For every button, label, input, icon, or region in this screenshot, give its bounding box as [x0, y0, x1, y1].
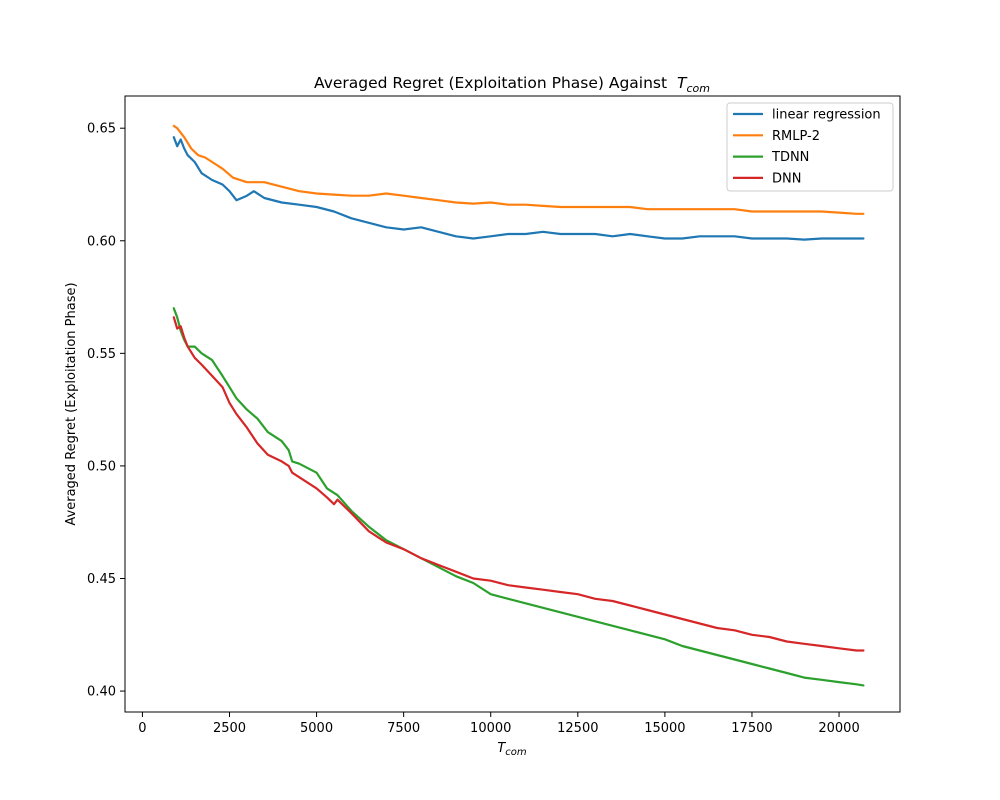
x-tick-label: 10000 [470, 721, 511, 736]
y-tick-label: 0.50 [87, 459, 116, 474]
legend-label-tdnn: TDNN [771, 150, 809, 165]
y-tick-label: 0.40 [87, 685, 116, 700]
series-line-dnn [172, 316, 865, 652]
legend-box [726, 102, 894, 192]
series-line-rmlp-2 [172, 124, 865, 215]
series-line-linear-regression [172, 136, 865, 241]
legend: linear regression RMLP-2 TDNN DNN [726, 102, 894, 192]
y-axis-title: Averaged Regret (Exploitation Phase) [64, 282, 79, 525]
x-tick-label: 0 [138, 721, 146, 736]
y-tick-label: 0.60 [87, 234, 116, 249]
plot-area [124, 95, 901, 713]
x-tick-label: 7500 [387, 721, 420, 736]
x-axis: 0 2500 5000 7500 10000 12500 15000 17500 20000 [138, 712, 860, 736]
legend-label-rmlp-2: RMLP-2 [772, 129, 820, 144]
series-layer [172, 124, 865, 687]
y-tick-label: 0.45 [87, 572, 116, 587]
x-tick-label: 12500 [557, 721, 598, 736]
y-tick-label: 0.65 [87, 122, 116, 137]
x-axis-title: Tcom [497, 741, 527, 758]
x-tick-label: 15000 [644, 721, 685, 736]
plot-frame [124, 95, 901, 713]
y-tick-label: 0.55 [87, 347, 116, 362]
y-axis: 0.40 0.45 0.50 0.55 0.60 0.65 [87, 122, 125, 700]
x-tick-label: 2500 [213, 721, 246, 736]
chart-title-math-sub: com [686, 82, 710, 95]
x-tick-label: 20000 [818, 721, 859, 736]
legend-label-dnn: DNN [772, 171, 801, 186]
chart-title: Averaged Regret (Exploitation Phase) Aga… [314, 74, 710, 95]
x-tick-label: 17500 [731, 721, 772, 736]
legend-label-linear-regression: linear regression [772, 108, 881, 123]
x-tick-label: 5000 [300, 721, 333, 736]
x-axis-title-base: T [497, 741, 506, 756]
x-axis-title-sub: com [505, 747, 527, 758]
chart-title-math-base: T [677, 74, 688, 92]
chart-title-text: Averaged Regret (Exploitation Phase) Aga… [314, 74, 667, 92]
